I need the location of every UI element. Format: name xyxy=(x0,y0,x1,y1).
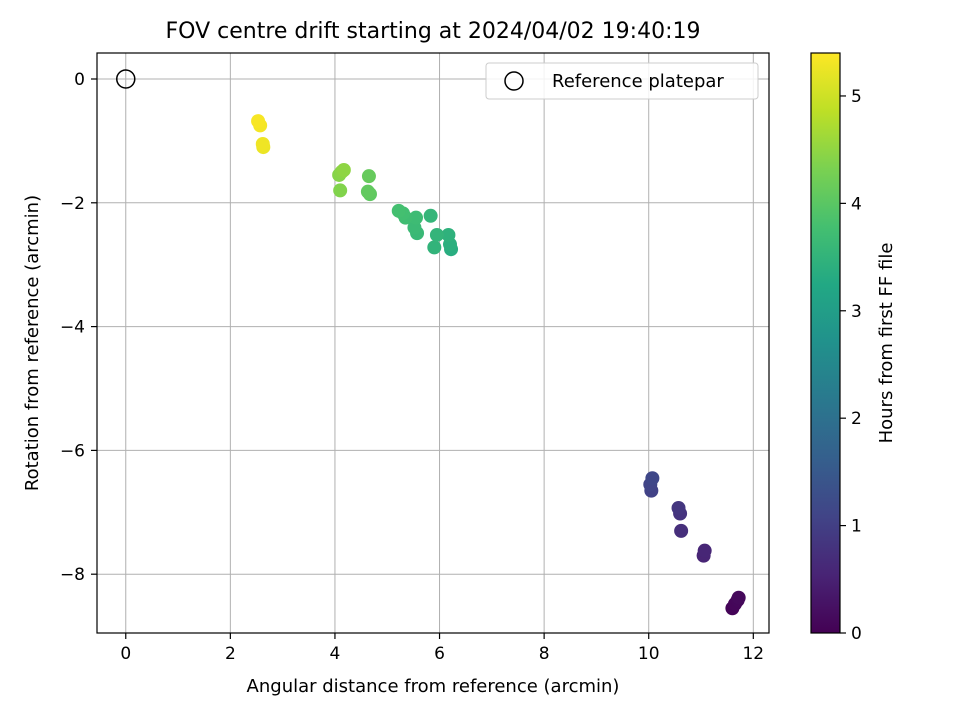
data-point xyxy=(360,184,375,199)
data-point xyxy=(427,240,442,255)
x-axis-label: Angular distance from reference (arcmin) xyxy=(247,676,620,697)
plot-area: 0 2 4 6 8 10 12 0 −2 −4 −6 −8 xyxy=(60,52,770,664)
data-point xyxy=(333,183,348,198)
data-point xyxy=(671,500,686,515)
data-point xyxy=(423,208,438,223)
x-tick-label: 6 xyxy=(434,644,445,664)
colorbar-ticks: 0 1 2 3 4 5 xyxy=(840,87,862,644)
y-tick-label: −6 xyxy=(60,441,85,461)
data-point xyxy=(391,203,406,218)
x-tick-label: 8 xyxy=(539,644,550,664)
grid xyxy=(97,53,769,633)
y-tick-label: −2 xyxy=(60,194,85,214)
x-tick-label: 0 xyxy=(120,644,131,664)
colorbar-gradient xyxy=(811,53,840,633)
legend: Reference platepar xyxy=(485,62,759,100)
data-point xyxy=(441,227,456,242)
data-point xyxy=(409,210,424,225)
colorbar-label: Hours from first FF file xyxy=(876,243,897,444)
data-points xyxy=(251,114,746,616)
data-point xyxy=(336,162,351,177)
colorbar-frame xyxy=(810,52,841,634)
data-point xyxy=(429,227,444,242)
axes-frame xyxy=(96,52,770,634)
y-tick-label: −4 xyxy=(60,318,85,338)
legend-entry-reference-platepar: Reference platepar xyxy=(552,71,724,92)
legend-box xyxy=(485,62,759,100)
y-tick-label: 0 xyxy=(74,70,85,90)
data-point xyxy=(645,471,660,486)
x-tick-label: 4 xyxy=(330,644,341,664)
x-tick-label: 2 xyxy=(225,644,236,664)
colorbar-tick-label: 0 xyxy=(851,624,862,644)
colorbar-tick-label: 2 xyxy=(851,409,862,429)
data-point xyxy=(697,543,712,558)
chart-title: FOV centre drift starting at 2024/04/02 … xyxy=(166,19,701,44)
y-axis-label: Rotation from reference (arcmin) xyxy=(22,195,43,491)
data-point xyxy=(255,136,270,151)
reference-platepar-marker xyxy=(116,69,136,89)
colorbar-tick-label: 4 xyxy=(851,194,862,214)
y-axis-ticks: 0 −2 −4 −6 −8 xyxy=(60,70,97,585)
colorbar-tick-label: 5 xyxy=(851,87,862,107)
x-axis-ticks: 0 2 4 6 8 10 12 xyxy=(120,633,764,664)
colorbar: 0 1 2 3 4 5 Hours from first FF file xyxy=(810,52,897,644)
colorbar-tick-label: 3 xyxy=(851,302,862,322)
data-point xyxy=(361,169,376,184)
legend-marker-icon xyxy=(504,71,524,91)
axes-background xyxy=(97,53,769,633)
data-point xyxy=(251,114,266,129)
x-tick-label: 12 xyxy=(742,644,764,664)
x-tick-label: 10 xyxy=(638,644,660,664)
data-point xyxy=(731,590,746,605)
colorbar-tick-label: 1 xyxy=(851,517,862,537)
y-tick-label: −8 xyxy=(60,565,85,585)
data-point xyxy=(674,523,689,538)
